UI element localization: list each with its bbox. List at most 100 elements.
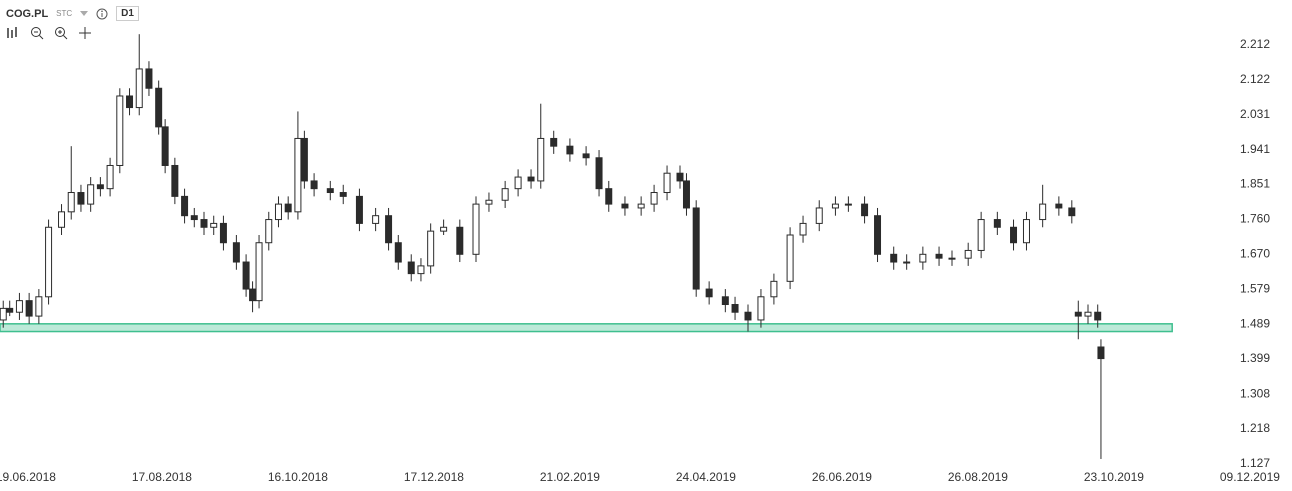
y-tick-label: 2.031 [1240,107,1270,121]
candle-body [566,145,574,155]
candle-body [1055,203,1063,209]
candle-body [249,288,257,302]
candle-body [537,137,545,182]
zoom-out-tool[interactable] [30,26,44,40]
candle-body [682,180,690,209]
support-zone [0,323,1173,333]
candle-body [831,203,839,209]
y-tick-label: 1.489 [1240,316,1270,330]
candle-body [265,219,273,244]
y-tick-label: 1.127 [1240,456,1270,470]
zoom-in-tool[interactable] [54,26,68,40]
x-tick-label: 21.02.2019 [540,470,600,484]
candle-body [15,300,23,313]
candle-body [650,192,658,205]
candle-body [815,207,823,224]
dropdown-arrow[interactable] [80,10,89,17]
y-tick-label: 1.579 [1240,282,1270,296]
candle-body [595,157,603,190]
interval[interactable]: D1 [116,6,139,21]
candle-body [501,188,509,201]
candle-body [255,242,263,302]
candle-body [25,300,33,317]
candle-body [757,296,765,321]
candle-body [637,203,645,209]
market[interactable]: STC [56,9,73,18]
candle-body [385,215,393,244]
candle-body [87,184,95,205]
candle-body [890,253,898,263]
candle-body [6,307,14,313]
candle-body [339,192,347,197]
candle-body [964,249,972,259]
candle-body [844,203,852,206]
candle-body [372,215,380,224]
candle-body [799,222,807,236]
candle-body [427,230,435,267]
toolbar [6,26,92,40]
symbol[interactable]: COG.PL [6,7,49,20]
candle-body [0,307,7,321]
candle-body [300,137,308,182]
candle-body [721,296,729,306]
x-tick-label: 16.10.2018 [268,470,328,484]
candle-body [993,219,1001,228]
candle-body [456,226,464,255]
x-tick-label: 23.10.2019 [1084,470,1144,484]
candle-body [744,311,752,321]
candle-body [294,137,302,213]
info-icon[interactable] [96,8,108,20]
candle-body [96,184,104,190]
candle-body [770,280,778,298]
candle-body [1022,219,1030,244]
candle-body [1074,311,1082,317]
x-tick-label: 17.08.2018 [132,470,192,484]
header: COG.PL STC D1 [6,6,139,21]
candle-body [663,172,671,194]
pan-tool[interactable] [78,26,92,40]
candle-body [731,304,739,313]
y-tick-label: 2.212 [1240,37,1270,51]
candle-body [126,95,134,109]
candle-body [145,68,153,89]
y-tick-label: 1.760 [1240,212,1270,226]
candle-body [1039,203,1047,221]
y-tick-label: 1.399 [1240,351,1270,365]
y-tick-label: 1.308 [1240,386,1270,400]
candle-body [106,164,114,190]
chart-type-tool[interactable] [6,26,20,40]
x-tick-label: 09.12.2019 [1220,470,1280,484]
candle-body [1010,226,1018,244]
candle-body [116,95,124,166]
candle-body [692,207,700,290]
x-tick-label: 26.08.2019 [948,470,1008,484]
candle-body [310,180,318,190]
candle-body [1068,207,1076,217]
candle-body [155,87,163,128]
candle-body [181,195,189,217]
y-tick-label: 1.218 [1240,421,1270,435]
candle-body [232,242,240,263]
candle-body [219,222,227,244]
candle-body [161,126,169,166]
candle-body [274,203,282,221]
candle-body [485,199,493,205]
candle-body [605,188,613,205]
candle-body [190,215,198,221]
candle-body [284,203,292,213]
candle-body [67,192,75,213]
candle-body [977,219,985,251]
x-tick-label: 17.12.2018 [404,470,464,484]
candle-body [919,253,927,263]
candle-body [786,234,794,282]
candle-body [1097,346,1105,360]
y-tick-label: 1.941 [1240,142,1270,156]
candle-body [417,265,425,275]
candle-body [582,153,590,159]
candle-body [1094,311,1102,321]
candle-body [948,257,956,260]
candle-body [514,176,522,190]
candle-body [861,203,869,217]
